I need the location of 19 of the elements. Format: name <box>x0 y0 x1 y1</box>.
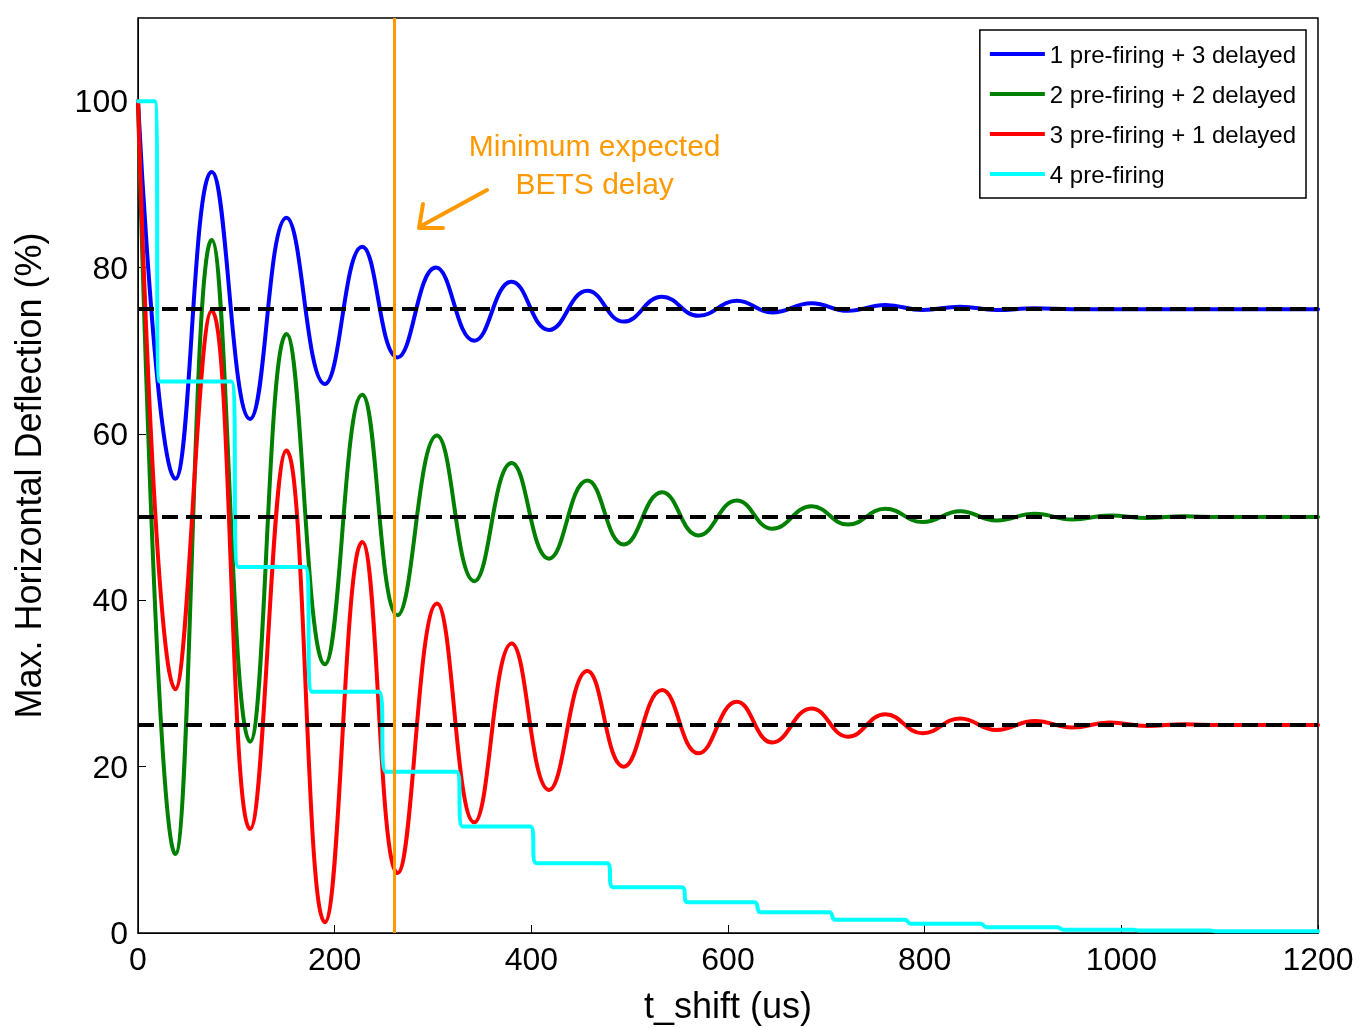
y-tick-label: 80 <box>92 249 128 286</box>
legend-label: 2 pre-firing + 2 delayed <box>1049 80 1296 108</box>
y-axis-title: Max. Horizontal Deflection (%) <box>7 232 49 719</box>
y-tick-label: 40 <box>92 582 128 619</box>
x-tick-label: 800 <box>897 941 952 977</box>
y-tick-label: 60 <box>92 415 128 452</box>
ref-line-label: Minimum expected BETS delay <box>468 128 721 200</box>
x-tick-label: 1000 <box>1085 941 1157 977</box>
y-tick-label: 0 <box>110 915 128 951</box>
y-tick-label: 100 <box>74 83 128 120</box>
x-tick-label: 1200 <box>1282 941 1354 977</box>
x-axis-title: t_shift (us) <box>643 984 813 1026</box>
legend-label: 4 pre-firing <box>1049 160 1165 188</box>
legend-label: 3 pre-firing + 1 delayed <box>1049 120 1296 148</box>
x-tick-label: 400 <box>504 941 559 977</box>
legend-label: 1 pre-firing + 3 delayed <box>1049 40 1296 68</box>
x-tick-label: 600 <box>701 941 755 977</box>
x-tick-label: 200 <box>307 941 362 977</box>
y-tick-label: 20 <box>92 748 128 785</box>
